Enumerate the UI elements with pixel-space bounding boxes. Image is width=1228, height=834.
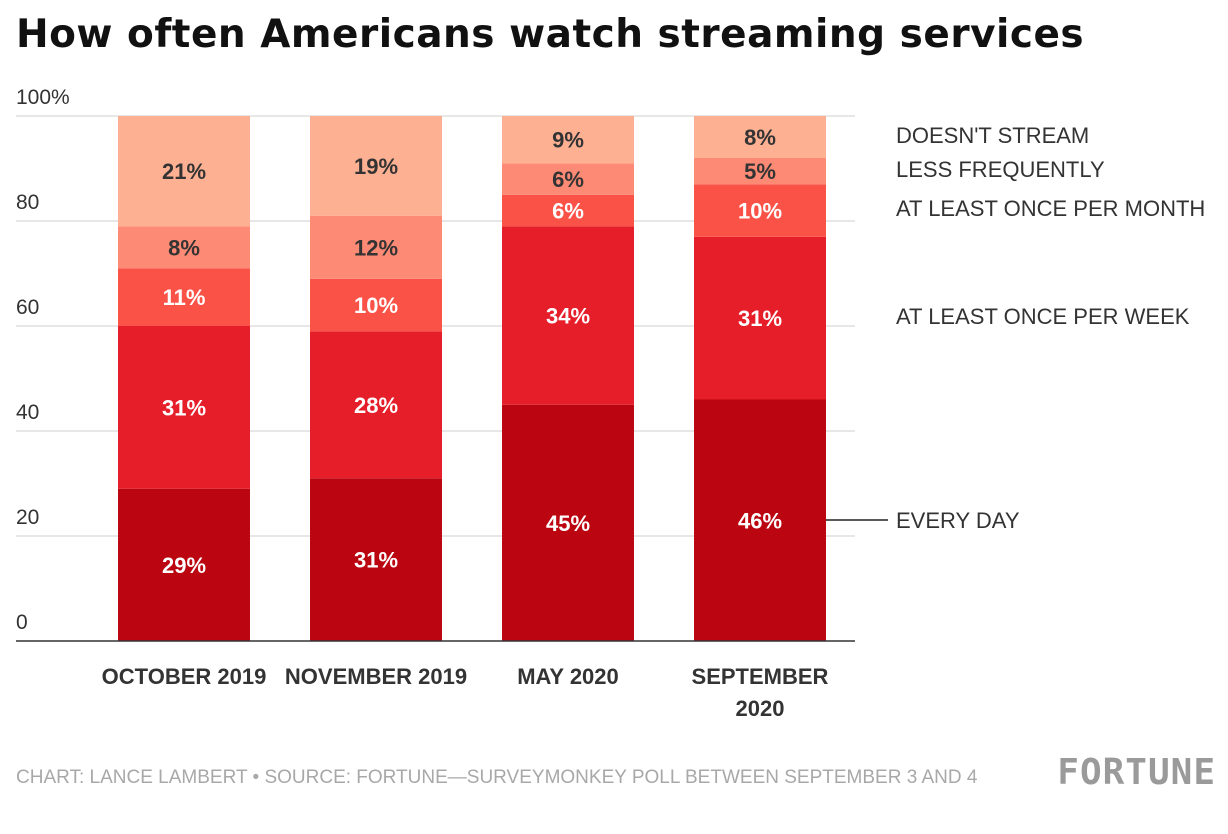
data-label: 11% — [163, 285, 206, 310]
legend-entry: DOESN'T STREAM — [896, 123, 1090, 148]
bar-segment — [310, 116, 442, 216]
data-label: 19% — [354, 154, 398, 179]
bar-segment — [310, 478, 442, 641]
bar-segment — [310, 215, 442, 279]
bar-segment — [118, 268, 250, 326]
data-label: 12% — [354, 235, 398, 260]
data-label: 21% — [162, 159, 206, 184]
legend-entry: LESS FREQUENTLY — [896, 157, 1105, 182]
x-tick-label: MAY 2020 — [517, 664, 619, 689]
chart-credit: CHART: LANCE LAMBERT • SOURCE: FORTUNE—S… — [16, 767, 978, 788]
bar-segment — [502, 404, 634, 641]
bar-segment — [118, 116, 250, 227]
bar-segment — [118, 226, 250, 269]
y-tick-label: 0 — [16, 611, 28, 634]
data-label: 10% — [354, 293, 398, 318]
bar-segment — [118, 326, 250, 489]
bar-segment — [502, 116, 634, 164]
bar-segment — [502, 226, 634, 405]
y-tick-label: 20 — [16, 506, 40, 529]
x-tick-label: NOVEMBER 2019 — [284, 664, 468, 689]
bar-segment — [694, 236, 826, 400]
bar-segment — [694, 158, 826, 185]
legend-entry: EVERY DAY — [896, 508, 1020, 533]
bar-segment — [694, 116, 826, 158]
data-label: 45% — [546, 511, 590, 536]
y-tick-label: 40 — [16, 401, 40, 424]
data-label: 6% — [552, 167, 584, 192]
chart-title: How often Americans watch streaming serv… — [16, 12, 1085, 57]
data-label: 9% — [552, 128, 584, 153]
data-label: 46% — [738, 508, 782, 533]
data-label: 31% — [162, 395, 206, 420]
bar-segment — [694, 184, 826, 237]
legend-entry: AT LEAST ONCE PER WEEK — [896, 304, 1190, 329]
y-tick-label: 60 — [16, 296, 40, 319]
data-label: 5% — [744, 159, 776, 184]
legend-entry: AT LEAST ONCE PER MONTH — [896, 196, 1206, 221]
data-label: 31% — [738, 306, 782, 331]
bar-segment — [310, 278, 442, 332]
data-label: 6% — [552, 199, 584, 224]
y-tick-label: 80 — [16, 191, 40, 214]
bar-segment — [310, 331, 442, 479]
data-label: 10% — [738, 199, 782, 224]
bar-segment — [502, 163, 634, 195]
y-tick-label: 100% — [16, 86, 70, 109]
bar-segment — [118, 488, 250, 641]
bar-segment — [502, 194, 634, 227]
bar-segment — [694, 399, 826, 641]
fortune-logo: FORTUNE — [1057, 752, 1216, 793]
data-label: 34% — [546, 304, 590, 329]
data-label: 28% — [354, 393, 398, 418]
data-label: 8% — [168, 235, 200, 260]
x-tick-label: SEPTEMBER 2020 — [691, 664, 829, 721]
x-tick-label: OCTOBER 2019 — [101, 664, 267, 689]
data-label: 29% — [162, 553, 206, 578]
data-label: 8% — [744, 125, 776, 150]
data-label: 31% — [354, 548, 398, 573]
